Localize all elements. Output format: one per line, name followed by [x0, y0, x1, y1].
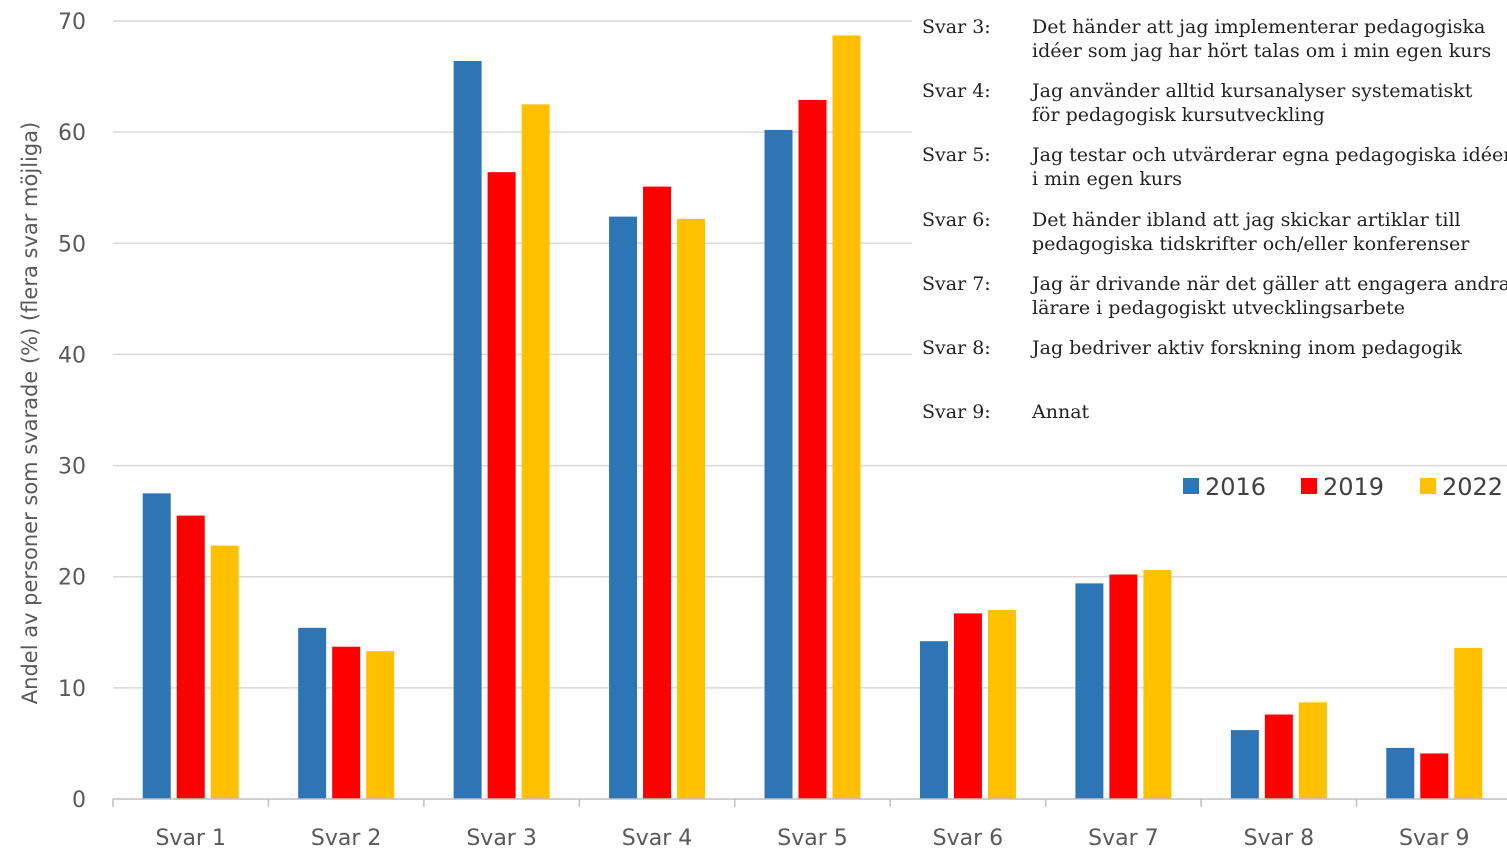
y-tick-label: 30: [58, 455, 86, 480]
bar-2022-svar-7: [1143, 570, 1172, 799]
bar-2022-svar-1: [210, 545, 239, 799]
bar-2019-svar-6: [953, 613, 982, 799]
x-category-label: Svar 2: [311, 826, 382, 850]
annotation-key: Svar 9:: [922, 401, 991, 423]
legend-swatch-2016: [1183, 478, 1199, 494]
bar-2019-svar-5: [798, 99, 827, 799]
bar-2019-svar-4: [643, 186, 672, 800]
annotation-key: Svar 4:: [922, 80, 991, 102]
annotation-key: Svar 8:: [922, 337, 991, 359]
legend-label: 2019: [1323, 473, 1384, 501]
bar-2016-svar-4: [609, 216, 638, 799]
annotation-text: Jag använder alltid kursanalyser systema…: [1032, 80, 1473, 126]
annotation-text: Jag bedriver aktiv forskning inom pedago…: [1032, 337, 1462, 359]
bar-2019-svar-7: [1109, 574, 1138, 799]
legend-label: 2022: [1442, 473, 1503, 501]
x-category-label: Svar 4: [622, 826, 693, 850]
x-category-label: Svar 3: [466, 826, 537, 850]
annotation-text: Annat: [1032, 401, 1090, 423]
annotation-text: Jag testar och utvärderar egna pedagogis…: [1032, 144, 1507, 190]
y-tick-label: 70: [58, 10, 86, 35]
legend-label: 2016: [1205, 473, 1266, 501]
bar-2016-svar-2: [298, 627, 327, 799]
bar-2016-svar-7: [1075, 583, 1104, 799]
legend-swatch-2019: [1301, 478, 1317, 494]
bar-2022-svar-8: [1298, 702, 1327, 799]
y-tick-label: 10: [58, 677, 86, 702]
bar-2019-svar-2: [332, 646, 361, 799]
bar-2022-svar-5: [832, 35, 861, 800]
bar-2022-svar-6: [987, 610, 1016, 799]
bar-2019-svar-3: [487, 172, 516, 799]
annotation-key: Svar 3:: [922, 16, 991, 38]
annotation-key: Svar 6:: [922, 209, 991, 231]
annotation-key: Svar 5:: [922, 144, 991, 166]
bar-2016-svar-5: [764, 129, 793, 800]
legend-swatch-2022: [1420, 478, 1436, 494]
annotation-text: Det händer att jag implementerar pedagog…: [1032, 16, 1492, 62]
annotation-text: Jag är drivande när det gäller att engag…: [1032, 273, 1507, 319]
bar-2019-svar-9: [1420, 753, 1449, 799]
bar-2019-svar-8: [1264, 714, 1293, 799]
y-tick-label: 20: [58, 566, 86, 591]
annotation-text: Det händer ibland att jag skickar artikl…: [1032, 209, 1470, 255]
y-axis-label: Andel av personer som svarade (%) (flera…: [18, 122, 42, 704]
y-tick-label: 0: [72, 788, 86, 813]
x-category-label: Svar 5: [777, 826, 848, 850]
y-tick-label: 50: [58, 232, 86, 257]
bar-2016-svar-6: [919, 641, 948, 799]
x-category-label: Svar 9: [1399, 826, 1470, 850]
y-tick-label: 60: [58, 121, 86, 146]
x-category-label: Svar 6: [933, 826, 1004, 850]
bar-2022-svar-9: [1454, 647, 1483, 799]
annotation-key: Svar 7:: [922, 273, 991, 295]
bar-2016-svar-9: [1386, 747, 1415, 799]
bar-2016-svar-1: [142, 493, 171, 799]
bar-2019-svar-1: [176, 515, 205, 799]
x-category-label: Svar 7: [1088, 826, 1159, 850]
x-category-label: Svar 8: [1244, 826, 1315, 850]
y-tick-label: 40: [58, 343, 86, 368]
bar-2022-svar-3: [521, 104, 550, 800]
bar-2022-svar-4: [677, 218, 706, 799]
bar-2016-svar-3: [453, 61, 482, 800]
x-category-label: Svar 1: [155, 826, 226, 850]
bar-2016-svar-8: [1230, 730, 1259, 799]
annotation-box: Svar 3: Det händer att jag implementerar …: [912, 0, 1507, 440]
bar-2022-svar-2: [366, 651, 395, 799]
